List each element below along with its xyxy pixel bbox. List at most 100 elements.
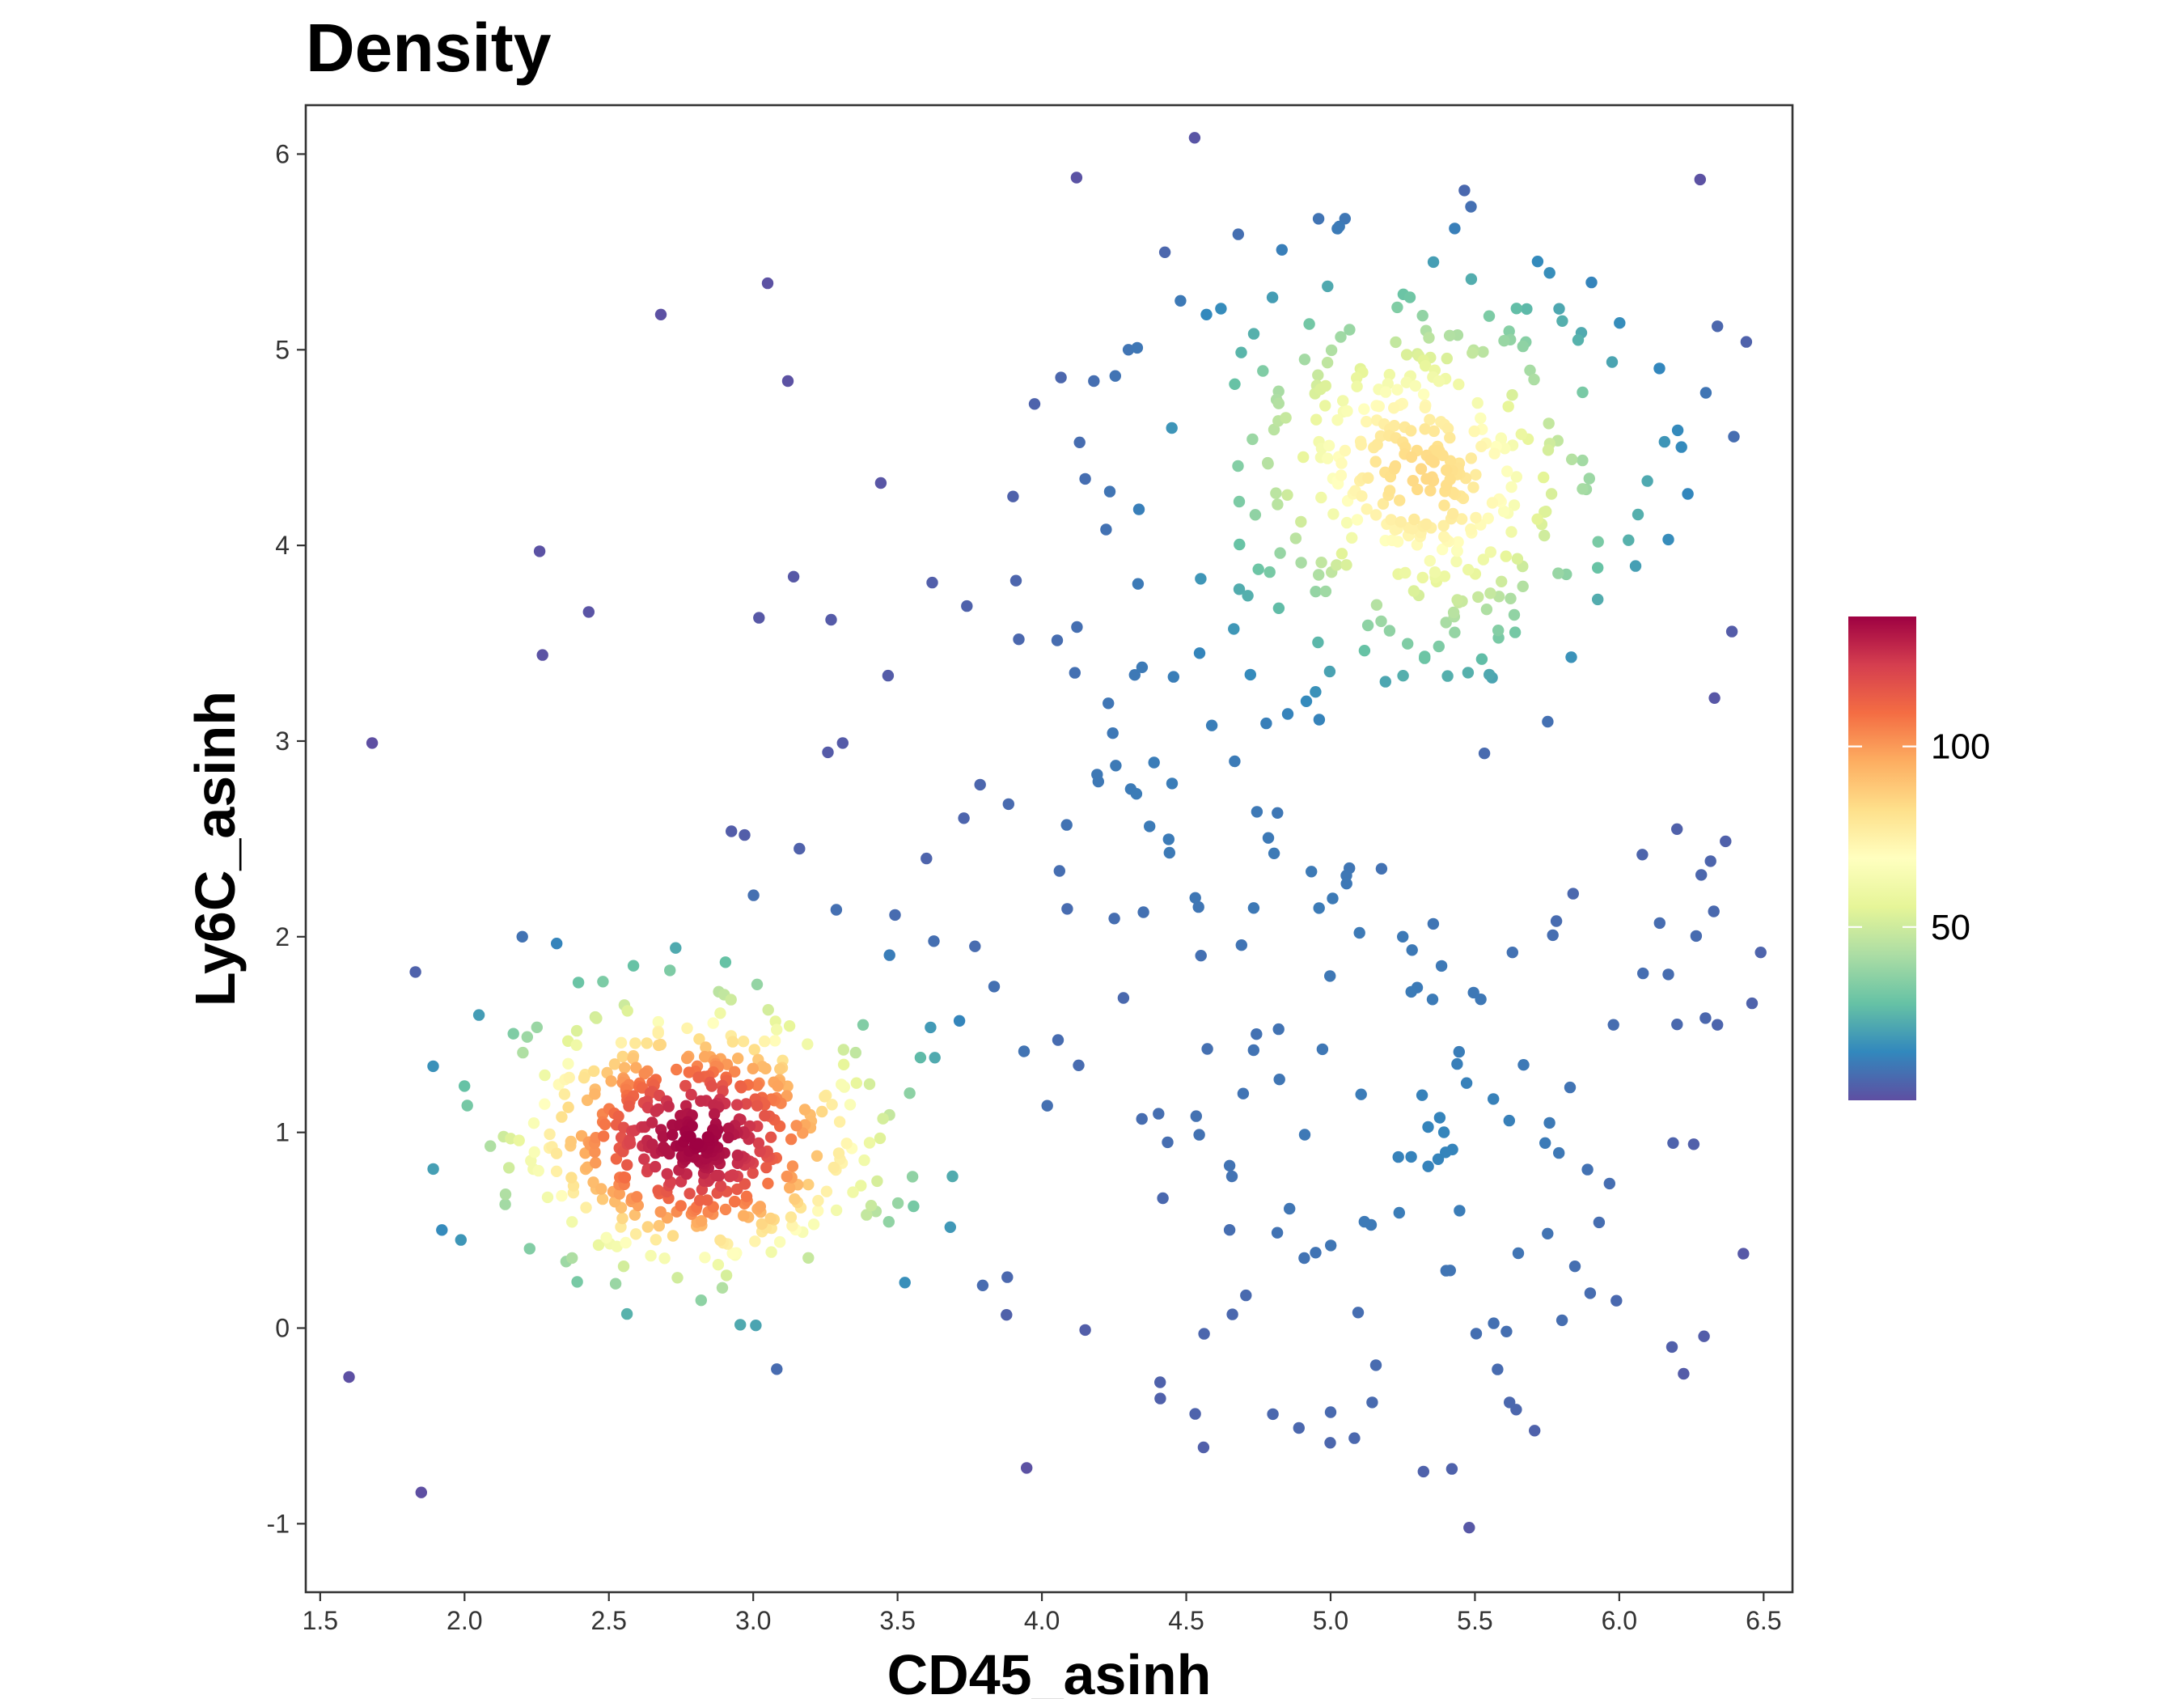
- data-point: [837, 1044, 850, 1056]
- data-point: [1529, 1425, 1541, 1437]
- data-point: [1340, 516, 1353, 529]
- data-point: [712, 1259, 725, 1271]
- data-point: [536, 649, 548, 661]
- data-point: [1498, 335, 1510, 347]
- data-point: [566, 1252, 578, 1265]
- data-point: [722, 1131, 734, 1144]
- data-point: [889, 909, 901, 922]
- data-point: [1166, 777, 1179, 790]
- data-point: [1310, 1247, 1322, 1259]
- data-point: [610, 1153, 623, 1165]
- data-point: [734, 1319, 747, 1331]
- data-point: [681, 1022, 693, 1035]
- data-point: [1189, 892, 1201, 905]
- data-point: [1698, 1330, 1710, 1342]
- data-point: [1592, 536, 1604, 548]
- data-point: [1274, 547, 1286, 559]
- data-point: [1511, 553, 1524, 565]
- data-point: [1438, 531, 1450, 543]
- data-point: [1653, 917, 1666, 930]
- data-point: [499, 1188, 512, 1201]
- data-point: [929, 1052, 941, 1064]
- data-point: [908, 1200, 920, 1213]
- data-point: [645, 1249, 657, 1262]
- data-point: [1402, 638, 1414, 650]
- data-point: [1018, 1045, 1031, 1057]
- data-point: [627, 1053, 639, 1065]
- data-point: [1225, 1170, 1238, 1183]
- data-point: [735, 1082, 747, 1094]
- data-point: [1443, 329, 1456, 341]
- data-point: [1355, 439, 1367, 451]
- data-point: [825, 613, 837, 626]
- data-point: [1355, 1088, 1367, 1100]
- data-point: [1623, 534, 1635, 546]
- data-point: [1260, 717, 1272, 730]
- data-point: [1454, 1205, 1466, 1217]
- data-point: [1377, 498, 1390, 510]
- data-point: [826, 1099, 838, 1111]
- data-point: [1524, 364, 1536, 376]
- data-point: [709, 1108, 721, 1121]
- x-tick-label: 4.0: [1024, 1606, 1060, 1635]
- data-point: [1417, 1465, 1430, 1478]
- data-point: [1506, 389, 1518, 401]
- data-point: [785, 1133, 798, 1146]
- x-tick-label: 2.0: [447, 1606, 482, 1635]
- data-point: [1268, 847, 1280, 860]
- data-point: [855, 1180, 867, 1192]
- data-point: [1438, 570, 1451, 583]
- data-point: [1407, 585, 1420, 597]
- data-point: [1340, 878, 1352, 890]
- data-point: [1244, 668, 1257, 681]
- data-point: [1233, 495, 1246, 508]
- data-point: [1470, 511, 1482, 524]
- data-point: [1486, 497, 1499, 509]
- data-point: [1506, 947, 1519, 959]
- data-point: [1542, 1227, 1554, 1240]
- data-point: [1352, 1307, 1365, 1319]
- data-point: [1444, 431, 1456, 444]
- data-point: [1556, 315, 1568, 327]
- data-point: [1281, 489, 1293, 501]
- data-point: [611, 1240, 623, 1252]
- data-point: [1272, 807, 1284, 819]
- data-point: [756, 1218, 768, 1231]
- data-point: [1492, 1363, 1504, 1375]
- data-point: [785, 1211, 798, 1223]
- data-point: [578, 1072, 590, 1084]
- data-point: [1280, 412, 1292, 424]
- data-point: [1451, 594, 1463, 606]
- data-point: [899, 1277, 911, 1289]
- data-point: [1392, 1150, 1404, 1163]
- data-point: [1215, 303, 1227, 315]
- data-point: [840, 1138, 853, 1150]
- data-point: [1195, 573, 1207, 585]
- data-point: [765, 1246, 777, 1258]
- data-point: [786, 1160, 799, 1172]
- data-point: [1447, 606, 1460, 619]
- data-point: [802, 1179, 815, 1191]
- data-point: [1272, 1023, 1285, 1036]
- data-point: [1539, 529, 1551, 542]
- data-point: [1348, 1432, 1361, 1444]
- data-point: [1154, 1376, 1166, 1388]
- data-point: [1553, 303, 1565, 315]
- data-point: [1415, 463, 1428, 475]
- data-point: [1437, 1126, 1450, 1138]
- data-point: [1502, 400, 1514, 413]
- data-point: [415, 1486, 427, 1498]
- data-point: [596, 1193, 609, 1205]
- data-point: [759, 1035, 771, 1048]
- data-point: [707, 1017, 719, 1029]
- data-point: [1678, 1367, 1690, 1380]
- data-point: [1405, 1150, 1417, 1163]
- data-point: [1289, 532, 1302, 544]
- data-point: [1341, 405, 1353, 417]
- data-point: [621, 1159, 633, 1172]
- data-point: [658, 1252, 671, 1265]
- data-point: [1293, 1421, 1306, 1434]
- data-point: [1682, 488, 1694, 500]
- data-point: [1009, 574, 1022, 587]
- data-point: [587, 1176, 599, 1188]
